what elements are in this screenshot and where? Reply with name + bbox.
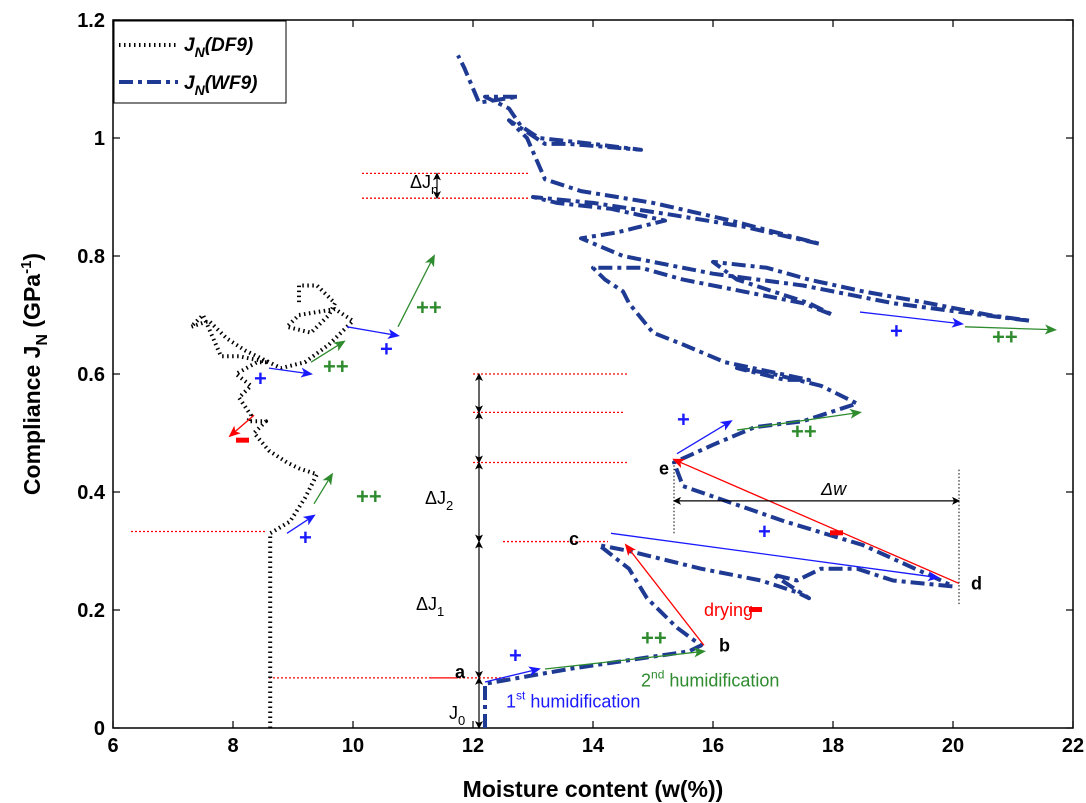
legend-label-df9: JN(DF9): [184, 35, 253, 60]
minus-sign: [830, 530, 843, 536]
green-process-arrow: [964, 324, 1057, 335]
plus-sign: +: [677, 407, 690, 432]
annotations-layer: a b c d e J0 ΔJ1 ΔJ2 ΔJn Δw 1st humidification2nd …: [236, 172, 1018, 728]
green-process-arrow: [313, 472, 334, 505]
blue-process-arrow: [676, 420, 733, 455]
plus-sign: +: [299, 525, 312, 550]
x-tick-label: 12: [462, 735, 484, 757]
x-tick-label: 8: [227, 735, 238, 757]
x-tick-label: 16: [702, 735, 724, 757]
blue-process-arrow: [268, 367, 313, 378]
y-tick-label: 0: [94, 718, 105, 740]
double-plus-sign: ++: [791, 419, 817, 444]
point-label-d: d: [971, 573, 982, 593]
blue-process-arrow: [346, 326, 400, 339]
point-label-e: e: [659, 458, 669, 478]
plus-sign: +: [758, 519, 771, 544]
delta-j-label: ΔJ1: [416, 594, 444, 619]
red-process-arrow: [228, 414, 255, 438]
point-label-c: c: [569, 529, 579, 549]
delta-j-label: ΔJn: [410, 172, 438, 197]
delta-j-label: ΔJ2: [425, 488, 453, 513]
blue-process-arrow: [286, 514, 316, 534]
y-tick-label: 0.2: [77, 600, 105, 622]
x-tick-label: 6: [107, 735, 118, 757]
y-tick-label: 0.6: [77, 364, 105, 386]
green-process-arrow: [310, 340, 346, 363]
double-plus-sign: ++: [641, 625, 667, 650]
x-tick-label: 22: [1062, 735, 1084, 757]
delta-j-label: J0: [449, 703, 465, 728]
double-plus-sign: ++: [323, 354, 349, 379]
y-axis-label: Compliance JN (GPa-1): [18, 253, 51, 495]
minus-sign: [749, 607, 762, 612]
green-process-arrow: [397, 254, 435, 328]
green-process-arrow: [736, 408, 862, 431]
axis-ticks: 6 8 10 12 14 16 18 20 22 0 0.2 0.4 0.6 0.8 1 1.2: [77, 10, 1084, 757]
arrows-layer: [228, 172, 1057, 729]
blue-process-arrow: [859, 311, 964, 328]
double-plus-sign: ++: [356, 484, 382, 509]
double-plus-sign: ++: [416, 295, 442, 320]
minus-sign: [236, 437, 249, 443]
point-label-b: b: [719, 635, 730, 655]
double-plus-sign: ++: [992, 325, 1018, 350]
drying-label: drying: [704, 600, 753, 620]
blue-process-arrow: [610, 532, 940, 582]
y-tick-label: 0.4: [77, 482, 106, 504]
x-tick-label: 14: [582, 735, 605, 757]
green-process-arrow: [544, 647, 706, 670]
x-axis-label: Moisture content (w(%)): [463, 776, 724, 802]
red-process-arrow: [672, 458, 960, 585]
x-tick-label: 10: [342, 735, 364, 757]
y-tick-label: 0.8: [77, 246, 105, 268]
plus-sign: +: [254, 366, 267, 391]
y-tick-label: 1: [94, 128, 105, 150]
delta-w-label: Δw: [820, 479, 847, 499]
point-label-a: a: [455, 662, 466, 682]
series-layer: [189, 54, 1033, 728]
humidification-label: 2nd humidification: [641, 668, 779, 691]
legend-box: [113, 20, 287, 104]
humidification-label: 1st humidification: [506, 688, 640, 711]
x-tick-label: 20: [942, 735, 964, 757]
plus-sign: +: [890, 319, 903, 344]
plus-sign: +: [509, 643, 522, 668]
x-tick-label: 18: [822, 735, 844, 757]
blue-process-arrow: [484, 666, 541, 683]
y-tick-label: 1.2: [77, 10, 105, 32]
red-process-arrow: [624, 543, 705, 646]
series-line-jn-wf9-: [456, 54, 1033, 728]
legend: JN(DF9) JN(WF9): [113, 20, 287, 104]
plus-sign: +: [380, 336, 393, 361]
legend-label-wf9: JN(WF9): [184, 73, 257, 98]
reference-lines: [131, 172, 629, 679]
